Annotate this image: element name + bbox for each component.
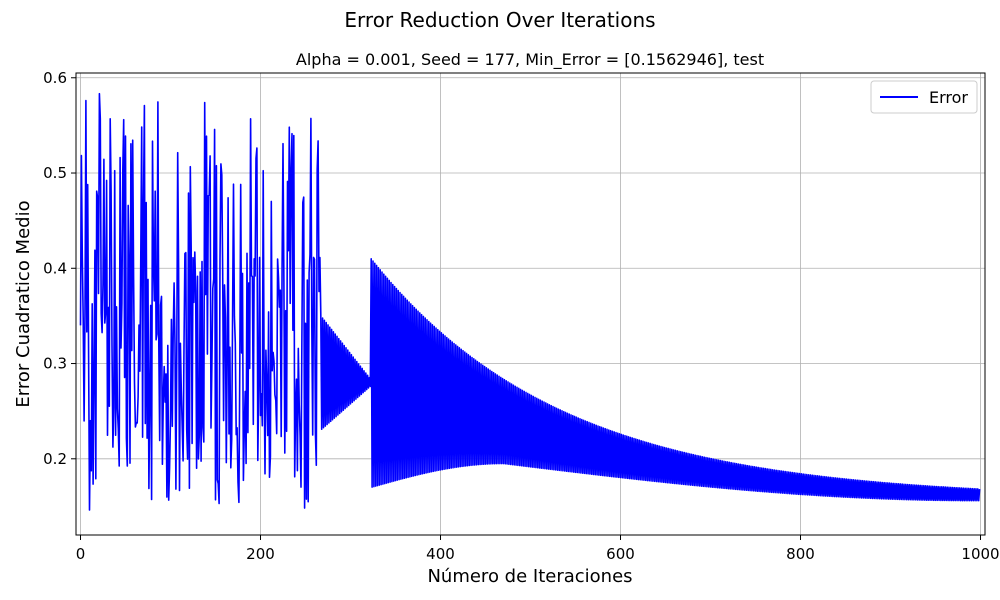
legend: Error <box>870 80 978 114</box>
y-tick-label: 0.2 <box>43 450 67 468</box>
x-tick-label: 1000 <box>961 545 999 563</box>
y-tick-label: 0.5 <box>43 164 67 182</box>
grid-lines <box>76 73 985 535</box>
y-tick-label: 0.6 <box>43 69 67 87</box>
x-axis-label: Número de Iteraciones <box>427 566 632 587</box>
x-tick-label: 800 <box>786 545 815 563</box>
x-tick-label: 600 <box>606 545 635 563</box>
series-layer <box>79 92 981 511</box>
x-tick-label: 0 <box>76 545 86 563</box>
y-tick-label: 0.4 <box>43 259 67 277</box>
figure-title: Error Reduction Over Iterations <box>344 8 655 32</box>
series-line-error <box>79 92 981 511</box>
plot-frame <box>75 72 986 536</box>
y-axis-ticks: 0.2 0.3 0.4 0.5 0.6 <box>43 69 76 468</box>
x-tick-label: 400 <box>426 545 455 563</box>
x-axis-ticks: 0 200 400 600 800 1000 <box>76 535 1000 563</box>
legend-label-error: Error <box>929 88 968 107</box>
y-tick-label: 0.3 <box>43 355 67 373</box>
legend-box <box>870 80 978 114</box>
y-axis-label: Error Cuadratico Medio <box>13 200 34 407</box>
x-tick-label: 200 <box>246 545 275 563</box>
chart-subtitle: Alpha = 0.001, Seed = 177, Min_Error = [… <box>296 50 764 70</box>
